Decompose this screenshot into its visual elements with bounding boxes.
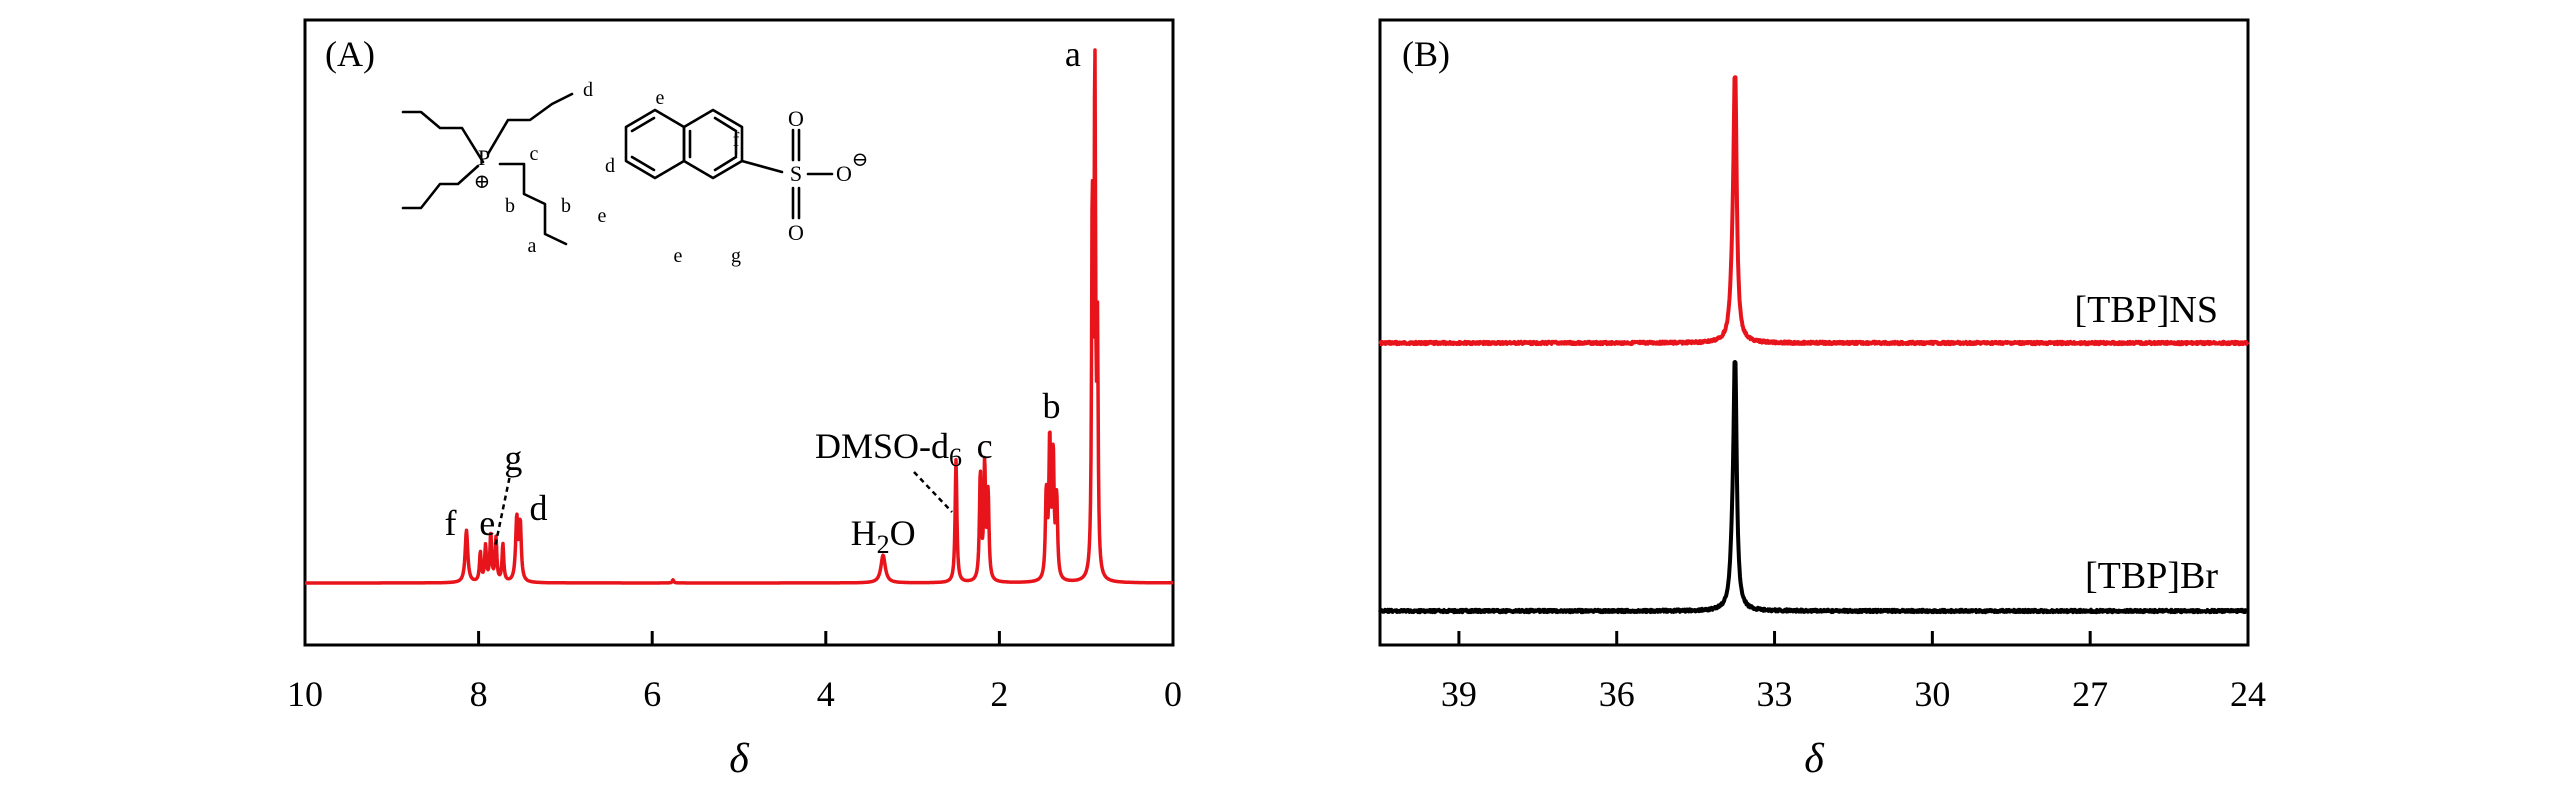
panel-a-frame [303,18,1175,647]
peak-label-c: c [977,426,993,466]
dmso-leader-line [913,471,953,513]
aromatic-bond [630,116,656,133]
panel-b-x-tick-label: 30 [1914,674,1950,714]
site-label-f: f [733,129,740,151]
peak-label-b: b [1042,386,1060,426]
panel-a-x-tick-label: 6 [643,674,661,714]
site-label-d-ring: d [605,155,615,177]
butyl-chain-upper-right [486,92,574,156]
panel-a: (A) 10 8 6 4 2 0 δ a b c DMSO-d6 H2O d g e f [287,18,1182,782]
structure-text: P ⊕ S O O O ⊖ a b b c d d e e e f g [474,79,869,267]
atom-o-bottom: O [788,220,804,245]
aromatic-bond [630,155,656,172]
panel-b-frame [1378,18,2250,647]
series-label-tbp-ns: [TBP]NS [2074,289,2218,331]
panel-a-x-axis-label: δ [729,736,750,782]
panel-a-spectrum-line [303,48,1175,585]
peak-label-g: g [504,438,522,478]
panel-a-x-tick-label: 10 [287,674,323,714]
site-label-g: g [731,245,741,267]
panel-a-x-tick-label: 8 [470,674,488,714]
panel-a-x-tick-label: 4 [817,674,835,714]
panel-a-x-tick-label: 0 [1164,674,1182,714]
aromatic-bond [713,116,738,133]
charge-plus: ⊕ [474,171,491,193]
panel-a-x-ticks: 10 8 6 4 2 0 [287,631,1182,714]
site-label-e-left: e [598,205,607,227]
butyl-chain-upper-left [401,110,485,164]
panel-a-x-tick-label: 2 [990,674,1008,714]
panel-b-x-tick-label: 36 [1599,674,1635,714]
panel-b-x-axis-label: δ [1804,736,1825,782]
atom-o-right: O [836,161,852,186]
butyl-chain-lower-left [401,164,480,210]
site-label-b-left: b [505,195,515,217]
site-label-b-right: b [561,195,571,217]
peak-label-h2o: H2O [851,513,916,559]
panel-b-x-ticks: 39 36 33 30 27 24 [1441,631,2266,714]
panel-a-label: (A) [325,34,375,74]
atom-s: S [790,161,802,186]
series-label-tbp-br: [TBP]Br [2085,555,2218,597]
peak-label-dmso: DMSO-d6 [815,426,962,472]
panel-b-x-tick-label: 27 [2072,674,2108,714]
chemical-structure [401,92,834,246]
naphthalene-ring-left [624,108,686,180]
site-label-e-bottom: e [674,245,683,267]
g-leader-line [494,477,511,546]
peak-label-d: d [530,488,548,528]
charge-minus: ⊖ [852,149,869,171]
site-label-d-chain: d [583,79,593,101]
panel-b: (B) 39 36 33 30 27 24 δ [TBP]NS [TBP]Br [1378,18,2266,782]
ring-to-sulfur-bond [740,159,784,174]
panel-b-x-tick-label: 24 [2230,674,2266,714]
peak-label-f: f [444,503,456,543]
series-tbp-br-line [1378,360,2250,615]
site-label-a: a [528,235,537,257]
peak-label-e: e [479,503,495,543]
site-label-c: c [530,143,539,165]
series-tbp-ns-line [1378,75,2250,347]
aromatic-bond [713,155,738,172]
peak-label-a: a [1065,34,1081,74]
panel-b-label: (B) [1402,34,1450,74]
panel-b-x-tick-label: 33 [1757,674,1793,714]
butyl-chain-lower-right [498,162,568,246]
panel-b-x-tick-label: 39 [1441,674,1477,714]
atom-p: P [478,145,490,170]
atom-o-top: O [788,106,804,131]
site-label-e-top: e [656,87,665,109]
